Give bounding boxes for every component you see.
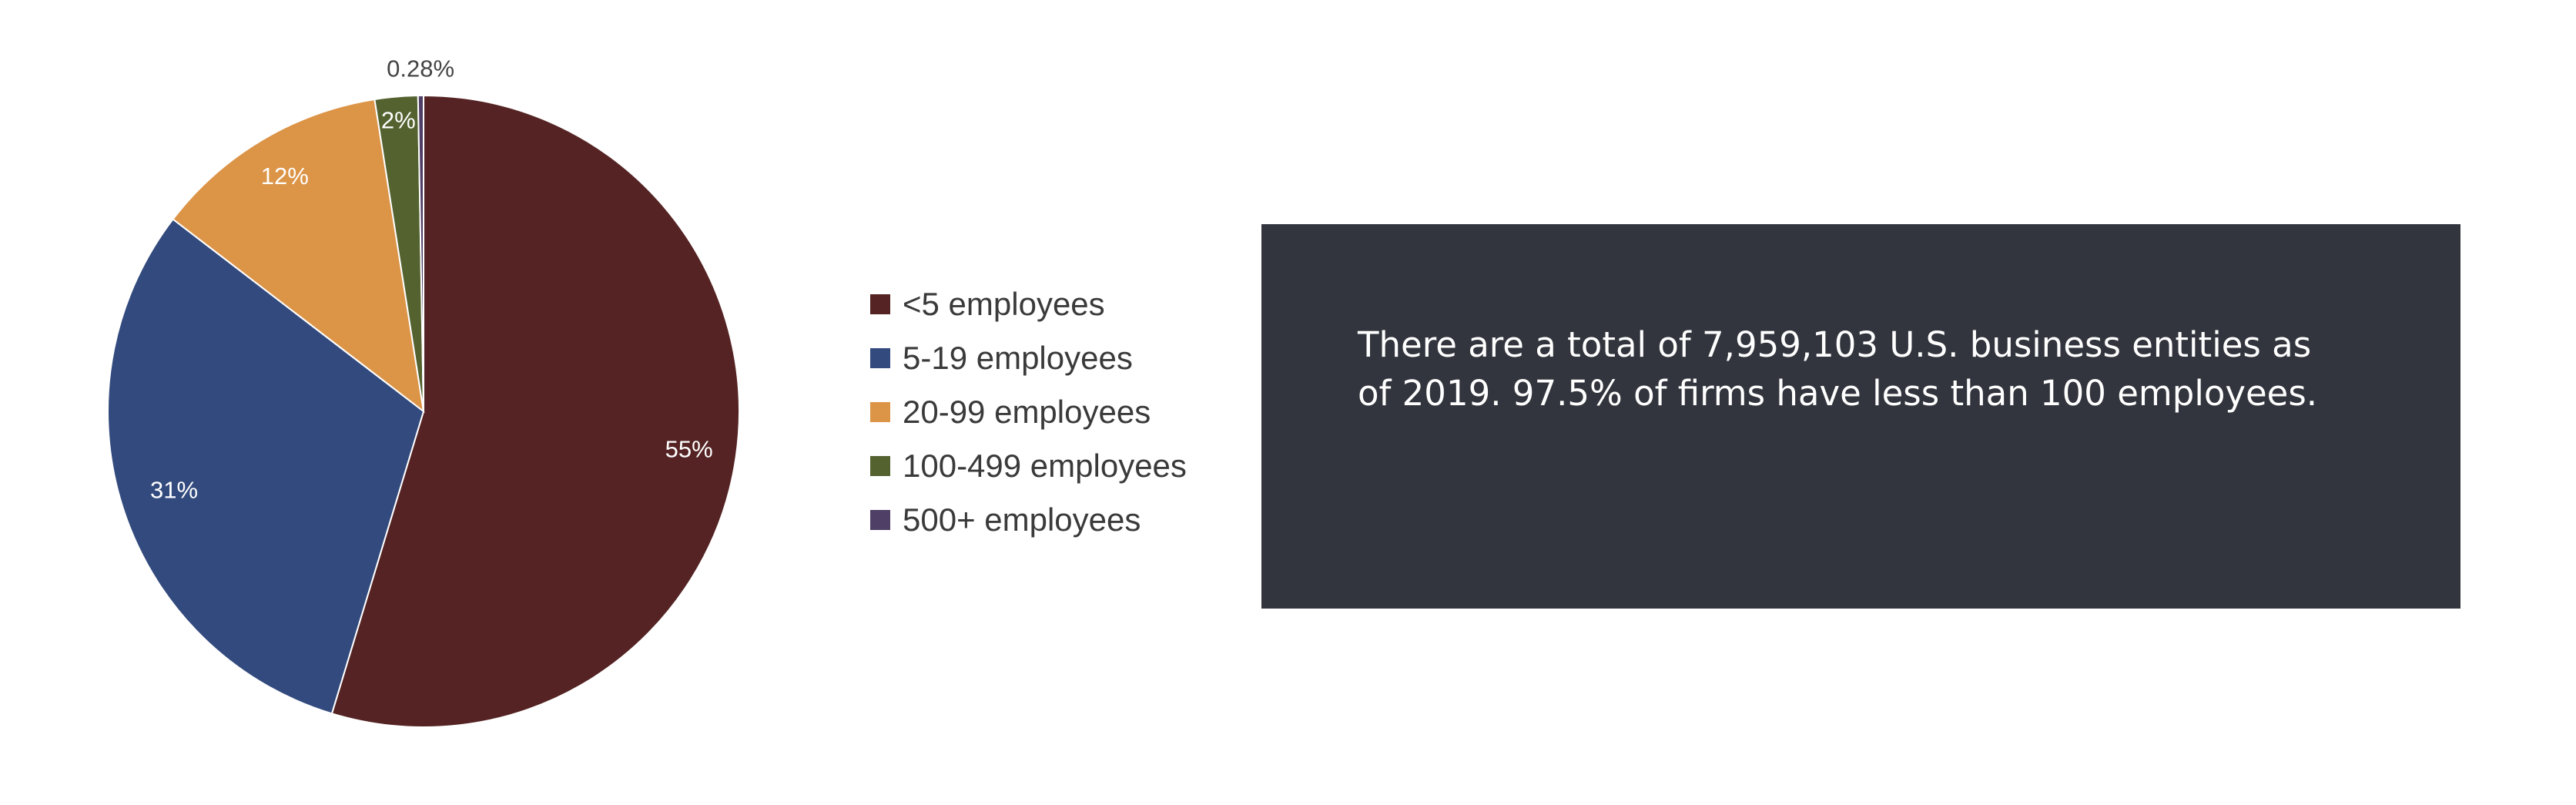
legend-item: <5 employees [870, 277, 1187, 331]
legend-swatch [870, 402, 890, 422]
legend-swatch [870, 456, 890, 476]
chart-legend: <5 employees 5-19 employees 20-99 employ… [870, 277, 1187, 547]
legend-label: 100-499 employees [903, 448, 1187, 484]
pie-slice [106, 218, 425, 715]
pie-slice [417, 94, 424, 412]
legend-label: <5 employees [903, 286, 1105, 322]
data-label: 12% [261, 163, 309, 190]
data-label: 55% [665, 435, 713, 462]
legend-item: 100-499 employees [870, 439, 1187, 493]
info-text: There are a total of 7,959,103 U.S. busi… [1358, 324, 2318, 414]
legend-swatch [870, 510, 890, 530]
legend-item: 20-99 employees [870, 385, 1187, 439]
data-label: 31% [150, 476, 198, 503]
pie-slice [330, 94, 740, 728]
pie-labels: 55% 31% 12% 2% 0.28% [150, 55, 713, 503]
data-label: 2% [381, 106, 416, 133]
pie-slices [106, 94, 740, 728]
data-label: 0.28% [387, 55, 454, 82]
legend-item: 500+ employees [870, 493, 1187, 547]
legend-swatch [870, 348, 890, 368]
pie-slice [172, 98, 425, 414]
legend-label: 5-19 employees [903, 340, 1133, 376]
pie-chart: 55% 31% 12% 2% 0.28% [106, 55, 740, 728]
info-box: There are a total of 7,959,103 U.S. busi… [1261, 224, 2460, 609]
legend-label: 500+ employees [903, 501, 1141, 538]
legend-label: 20-99 employees [903, 394, 1151, 430]
legend-item: 5-19 employees [870, 331, 1187, 385]
legend-swatch [870, 294, 890, 314]
